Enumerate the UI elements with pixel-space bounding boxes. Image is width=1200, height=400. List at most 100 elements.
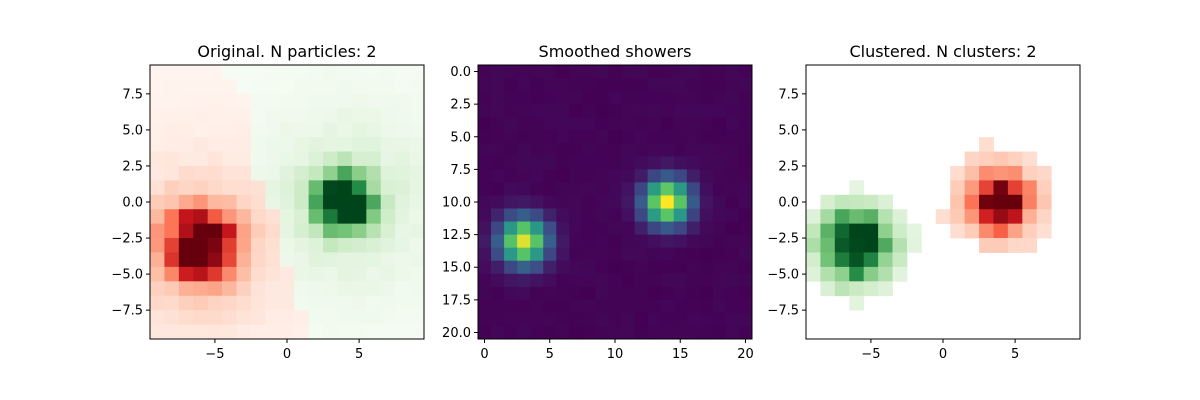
- heatmap-cell: [621, 143, 635, 157]
- heatmap-cell: [323, 310, 338, 325]
- heatmap-cell: [491, 65, 505, 79]
- heatmap-cell: [712, 234, 727, 249]
- heatmap-cell: [595, 91, 609, 105]
- heatmap-cell: [686, 65, 701, 79]
- heatmap-cell: [478, 208, 492, 222]
- heatmap-cell: [409, 194, 425, 210]
- heatmap-cell: [193, 137, 209, 152]
- heatmap-cell: [543, 299, 557, 314]
- heatmap-cell: [478, 65, 492, 79]
- heatmap-cell: [1022, 151, 1038, 167]
- heatmap-cell: [543, 247, 557, 262]
- heatmap-cell: [308, 122, 324, 138]
- heatmap-cell: [543, 208, 557, 222]
- heatmap-cell: [351, 151, 367, 167]
- heatmap-cell: [686, 286, 701, 301]
- heatmap-cell: [738, 78, 753, 92]
- heatmap-cell: [569, 247, 583, 262]
- y-tick-label: 7.5: [778, 87, 799, 102]
- heatmap-cell: [222, 122, 237, 138]
- heatmap-cell: [834, 266, 850, 282]
- heatmap-cell: [569, 78, 583, 92]
- heatmap-cell: [543, 325, 557, 340]
- heatmap-cell: [236, 93, 252, 109]
- heatmap-cell: [712, 273, 727, 288]
- heatmap-cell: [337, 65, 353, 80]
- heatmap-cell: [849, 223, 865, 239]
- heatmap-cell: [178, 122, 194, 138]
- heatmap-cell: [950, 180, 966, 196]
- heatmap-cell: [725, 182, 740, 196]
- heatmap-cell: [543, 286, 557, 301]
- heatmap-cell: [395, 151, 410, 167]
- heatmap-cell: [504, 169, 518, 183]
- heatmap-cell: [351, 108, 367, 124]
- heatmap-cell: [222, 223, 237, 239]
- heatmap-cell: [395, 122, 410, 138]
- heatmap-cell: [491, 78, 505, 92]
- heatmap-cell: [504, 195, 518, 209]
- heatmap-cell: [250, 151, 266, 167]
- heatmap-cell: [504, 208, 518, 222]
- heatmap-cell: [294, 238, 310, 253]
- heatmap-cell: [193, 93, 209, 109]
- heatmap-cell: [517, 286, 531, 301]
- heatmap-cell: [964, 194, 980, 210]
- heatmap-cell: [150, 165, 165, 181]
- heatmap-cell: [530, 312, 544, 327]
- heatmap-cell: [351, 252, 367, 268]
- heatmap-cell: [504, 325, 518, 340]
- heatmap-cell: [337, 209, 353, 225]
- heatmap-cell: [878, 281, 893, 297]
- y-tick-label: 7.5: [450, 163, 471, 178]
- heatmap-cell: [621, 299, 635, 314]
- heatmap-cell: [323, 324, 338, 340]
- heatmap-cell: [863, 194, 879, 210]
- heatmap-cell: [409, 65, 425, 80]
- heatmap-cell: [323, 79, 338, 95]
- heatmap-cell: [222, 93, 237, 109]
- heatmap-cell: [530, 104, 544, 118]
- y-tick-label: 15.0: [442, 261, 471, 276]
- y-tick-label: 5.0: [122, 123, 143, 138]
- heatmap-cell: [660, 169, 675, 183]
- y-tick-label: −7.5: [111, 304, 143, 319]
- heatmap-cell: [582, 182, 596, 196]
- heatmap-cell: [164, 223, 180, 239]
- heatmap-cell: [608, 208, 622, 222]
- heatmap-cell: [892, 238, 908, 253]
- heatmap-cell: [530, 221, 544, 236]
- heatmap-cell: [582, 143, 596, 157]
- heatmap-cell: [308, 180, 324, 196]
- heatmap-cell: [478, 234, 492, 249]
- heatmap-cell: [164, 79, 180, 95]
- heatmap-cell: [351, 324, 367, 340]
- heatmap-cell: [738, 156, 753, 170]
- heatmap-cell: [849, 238, 865, 253]
- heatmap-cell: [409, 108, 425, 124]
- y-tick-label: 17.5: [442, 293, 471, 308]
- heatmap-cell: [193, 266, 209, 282]
- heatmap-cell: [504, 156, 518, 170]
- heatmap-cell: [150, 137, 165, 152]
- heatmap-cell: [323, 238, 338, 253]
- heatmap-cell: [380, 79, 396, 95]
- heatmap-cell: [207, 122, 223, 138]
- heatmap-cell: [337, 223, 353, 239]
- heatmap-cell: [634, 286, 649, 301]
- smoothed-title: Smoothed showers: [539, 42, 692, 61]
- heatmap-cell: [673, 130, 688, 144]
- heatmap-cell: [150, 122, 165, 138]
- heatmap-cell: [150, 209, 165, 225]
- heatmap-cell: [395, 65, 410, 80]
- heatmap-cell: [530, 117, 544, 131]
- heatmap-cell: [491, 117, 505, 131]
- heatmap-cell: [699, 247, 714, 262]
- heatmap-cell: [250, 310, 266, 325]
- heatmap-cell: [608, 234, 622, 249]
- heatmap-cell: [491, 325, 505, 340]
- heatmap-cell: [366, 151, 382, 167]
- heatmap-cell: [279, 295, 295, 311]
- heatmap-cell: [366, 137, 382, 152]
- heatmap-cell: [222, 137, 237, 152]
